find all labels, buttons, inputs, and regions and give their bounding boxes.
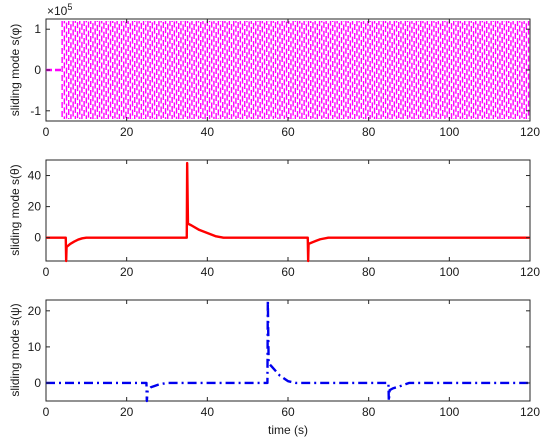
ylabel-phi: sliding mode s(φ) bbox=[8, 24, 22, 116]
y-tick-label: 20 bbox=[28, 200, 42, 214]
exponent-power: 5 bbox=[67, 2, 72, 12]
y-tick-label: 0 bbox=[34, 376, 41, 390]
panel-phi: 0 20 40 60 80 100 120-101 sliding mode s(φ) ×1… bbox=[8, 2, 540, 139]
x-tick-label: 120 bbox=[520, 125, 540, 139]
axes-frame-theta bbox=[45, 159, 531, 262]
exponent-base: ×10 bbox=[47, 4, 68, 18]
series-phi bbox=[46, 21, 530, 119]
x-tick-label: 40 bbox=[201, 125, 215, 139]
x-tick-label: 60 bbox=[281, 405, 295, 419]
x-tick-label: 0 bbox=[43, 405, 50, 419]
x-tick-label: 100 bbox=[439, 405, 459, 419]
panel-theta: 0 20 40 60 80 100 120 0 20 40 sliding mode s(θ) bbox=[8, 159, 540, 279]
y-tick-label: 0 bbox=[34, 231, 41, 245]
ylabel-theta: sliding mode s(θ) bbox=[8, 164, 22, 255]
y-tick-label: 10 bbox=[28, 340, 42, 354]
x-tick-label: 120 bbox=[520, 405, 540, 419]
x-tick-label: 60 bbox=[281, 125, 295, 139]
chatter-band bbox=[61, 21, 530, 119]
x-tick-label: 80 bbox=[362, 265, 376, 279]
ticks-psi: 0 20 40 60 80 100 120 0 10 20 bbox=[28, 300, 540, 419]
y-tick-label: 1 bbox=[34, 22, 41, 36]
x-tick-label: 80 bbox=[362, 405, 376, 419]
x-tick-label: 40 bbox=[201, 405, 215, 419]
series-psi bbox=[46, 298, 530, 403]
x-tick-label: 20 bbox=[120, 265, 134, 279]
x-tick-label: 100 bbox=[439, 265, 459, 279]
ylabel-psi: sliding mode s(ψ) bbox=[8, 303, 22, 396]
axes-frame-psi bbox=[45, 299, 531, 402]
axes-frame-phi bbox=[45, 18, 531, 122]
exponent-label-phi: ×105 bbox=[47, 2, 72, 18]
y-tick-label: 40 bbox=[28, 169, 42, 183]
x-tick-label: 120 bbox=[520, 265, 540, 279]
x-tick-label: 20 bbox=[120, 125, 134, 139]
panel-psi: 0 20 40 60 80 100 120 0 10 20 sliding mode s(ψ) t… bbox=[8, 298, 540, 437]
y-tick-label: 20 bbox=[28, 304, 42, 318]
series-line-psi bbox=[46, 298, 530, 403]
x-tick-label: 100 bbox=[439, 125, 459, 139]
ticks-theta: 0 20 40 60 80 100 120 0 20 40 bbox=[28, 160, 540, 279]
x-tick-label: 0 bbox=[43, 125, 50, 139]
ticks-phi: 0 20 40 60 80 100 120-101 bbox=[30, 19, 540, 139]
y-tick-label: 0 bbox=[34, 63, 41, 77]
series-line-theta bbox=[46, 161, 530, 263]
x-tick-label: 40 bbox=[201, 265, 215, 279]
series-theta bbox=[46, 161, 530, 263]
xlabel-time: time (s) bbox=[268, 423, 308, 437]
x-tick-label: 20 bbox=[120, 405, 134, 419]
y-tick-label: -1 bbox=[30, 104, 41, 118]
x-tick-label: 0 bbox=[43, 265, 50, 279]
x-tick-label: 80 bbox=[362, 125, 376, 139]
x-tick-label: 60 bbox=[281, 265, 295, 279]
